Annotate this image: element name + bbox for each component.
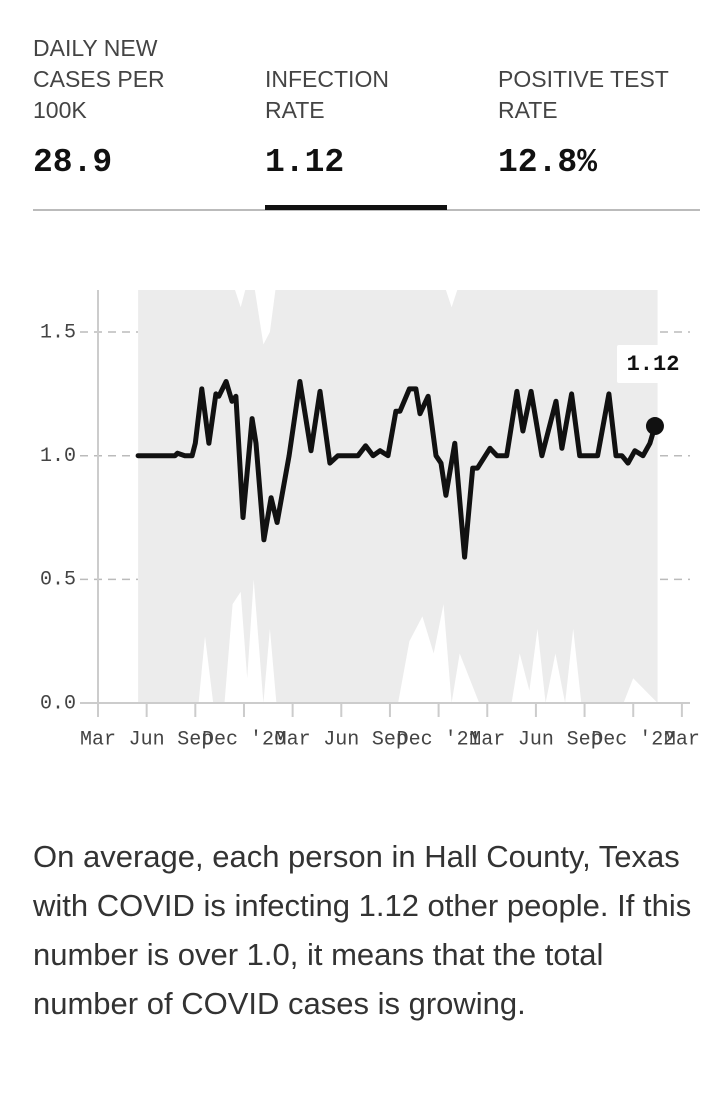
tab[interactable]: INFECTION RATE 1.12: [265, 30, 440, 190]
x-tick-label: Dec '20: [202, 728, 286, 751]
line: [135, 379, 658, 560]
interval-band: [138, 290, 658, 703]
x-tick-label: Mar: [469, 728, 505, 751]
y-tick-label: 0.5: [40, 569, 76, 592]
x-tick-label: Dec '22: [591, 728, 675, 751]
x-tick-label: Dec '21: [397, 728, 481, 751]
description: On average, each person in Hall County, …: [33, 839, 692, 1021]
tab-value: 28.9: [33, 144, 113, 181]
tab[interactable]: POSITIVE TEST RATE 12.8%: [498, 30, 673, 190]
x-tick-label: Mar: [275, 728, 311, 751]
x-tick-label: Sep: [372, 728, 408, 751]
x-tick-label: Jun: [518, 728, 554, 751]
tab-rule: [33, 209, 700, 211]
active-tab-indicator: [265, 205, 447, 210]
x-tick-label: Mar: [664, 728, 700, 751]
tab-label: POSITIVE TEST RATE: [498, 66, 669, 123]
x-tick-label: Mar: [80, 728, 116, 751]
tab-value: 12.8%: [498, 144, 598, 181]
x-tick-label: Sep: [567, 728, 603, 751]
tab-value: 1.12: [265, 144, 345, 181]
tab-label: DAILY NEW CASES PER 100K: [33, 35, 165, 123]
x-tick-label: Sep: [177, 728, 213, 751]
x-tick-label: Jun: [323, 728, 359, 751]
latest-point: [645, 417, 664, 436]
annotation-box: [617, 345, 689, 383]
y-tick-label: 1.5: [40, 321, 76, 344]
annotation: 1.12: [627, 352, 680, 377]
x-tick-label: Jun: [129, 728, 165, 751]
tab[interactable]: DAILY NEW CASES PER 100K 28.9: [33, 30, 208, 190]
y-tick-label: 0.0: [40, 692, 76, 715]
y-tick-label: 1.0: [40, 445, 76, 468]
tab-label: INFECTION RATE: [265, 66, 389, 123]
